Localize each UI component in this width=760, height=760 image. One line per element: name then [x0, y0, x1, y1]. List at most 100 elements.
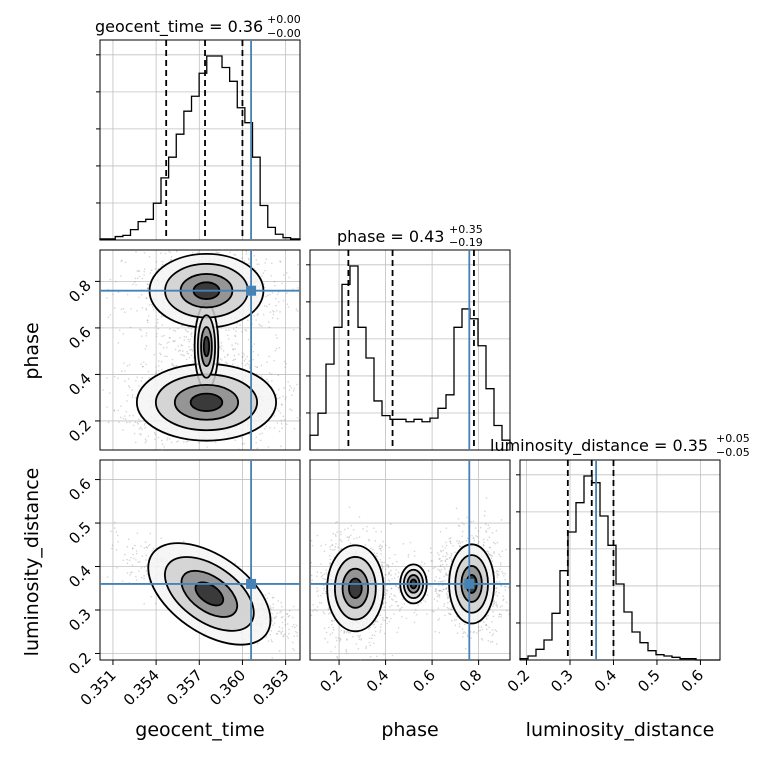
scatter-point [501, 570, 503, 573]
scatter-point [232, 348, 234, 351]
scatter-point [457, 542, 460, 545]
scatter-point [435, 588, 437, 590]
scatter-point [343, 630, 346, 632]
scatter-point [413, 550, 416, 553]
scatter-point [448, 600, 451, 603]
scatter-point [451, 608, 454, 611]
scatter-point [310, 561, 312, 564]
scatter-point [173, 340, 175, 343]
scatter-point [281, 627, 284, 629]
scatter-point [145, 308, 147, 310]
scatter-point [272, 596, 275, 599]
scatter-point [106, 406, 108, 408]
scatter-point [454, 624, 457, 627]
scatter-point [160, 252, 162, 254]
scatter-point [485, 624, 488, 626]
scatter-point [390, 569, 392, 572]
scatter-point [287, 637, 290, 640]
scatter-point [430, 559, 433, 562]
scatter-point [371, 637, 373, 640]
scatter-point [166, 437, 169, 439]
scatter-point [190, 354, 193, 357]
scatter-point [263, 427, 266, 430]
scatter-point [322, 584, 325, 587]
scatter-point [493, 552, 495, 554]
scatter-point [384, 568, 387, 571]
scatter-point [290, 409, 293, 412]
scatter-point [470, 637, 472, 639]
scatter-point [276, 633, 279, 635]
scatter-point [140, 335, 143, 337]
scatter-point [226, 362, 228, 365]
scatter-point [323, 627, 326, 630]
scatter-point [466, 537, 469, 540]
scatter-point [243, 260, 246, 262]
scatter-point [358, 516, 361, 518]
scatter-point [291, 625, 294, 628]
scatter-point [288, 628, 290, 631]
contour-level [194, 581, 225, 607]
scatter-point [347, 527, 349, 530]
scatter-point [312, 610, 314, 612]
scatter-point [504, 585, 507, 588]
scatter-point [491, 560, 494, 562]
scatter-point [274, 284, 276, 287]
scatter-point [502, 572, 504, 575]
scatter-point [244, 328, 247, 331]
scatter-point [233, 354, 236, 357]
scatter-point [359, 634, 361, 637]
scatter-point [257, 354, 260, 356]
scatter-point [368, 628, 370, 630]
panel-frame [519, 459, 721, 661]
scatter-point [181, 350, 184, 352]
scatter-point [295, 624, 298, 627]
scatter-point [218, 251, 221, 254]
scatter-point [148, 543, 151, 546]
scatter-point [480, 626, 483, 628]
scatter-point [394, 600, 397, 603]
scatter-point [438, 590, 441, 592]
scatter-point [188, 356, 191, 359]
scatter-point [388, 620, 391, 623]
scatter-point [442, 549, 445, 552]
scatter-point [143, 274, 145, 276]
scatter-point [340, 548, 342, 550]
scatter-point [374, 620, 377, 623]
scatter-point [248, 363, 251, 366]
y-tick-label: 0.4 [65, 370, 95, 400]
scatter-point [492, 633, 495, 635]
scatter-point [449, 608, 452, 611]
scatter-point [136, 579, 138, 581]
scatter-point [276, 337, 278, 339]
scatter-point [491, 555, 493, 557]
scatter-point [222, 350, 225, 352]
scatter-point [147, 435, 150, 438]
scatter-point [145, 309, 148, 311]
scatter-point [261, 432, 264, 434]
scatter-point [329, 558, 332, 561]
scatter-point [154, 433, 157, 436]
scatter-point [147, 321, 149, 324]
scatter-point [279, 611, 281, 614]
scatter-point [483, 514, 486, 517]
scatter-point [445, 541, 447, 544]
scatter-point [447, 597, 449, 600]
scatter-point [259, 433, 261, 435]
scatter-point [495, 643, 498, 645]
scatter-point [504, 572, 507, 575]
scatter-point [276, 293, 279, 296]
scatter-point [439, 564, 442, 567]
scatter-point [340, 629, 343, 632]
scatter-point [320, 576, 323, 578]
scatter-point [120, 275, 122, 277]
scatter-point [278, 630, 281, 632]
scatter-point [131, 394, 134, 396]
scatter-point [164, 252, 167, 255]
scatter-point [144, 422, 146, 425]
scatter-point [458, 625, 461, 628]
scatter-point [496, 594, 499, 597]
scatter-point [269, 427, 271, 429]
scatter-point [275, 297, 277, 300]
scatter-point [481, 628, 484, 631]
scatter-point [358, 536, 361, 539]
